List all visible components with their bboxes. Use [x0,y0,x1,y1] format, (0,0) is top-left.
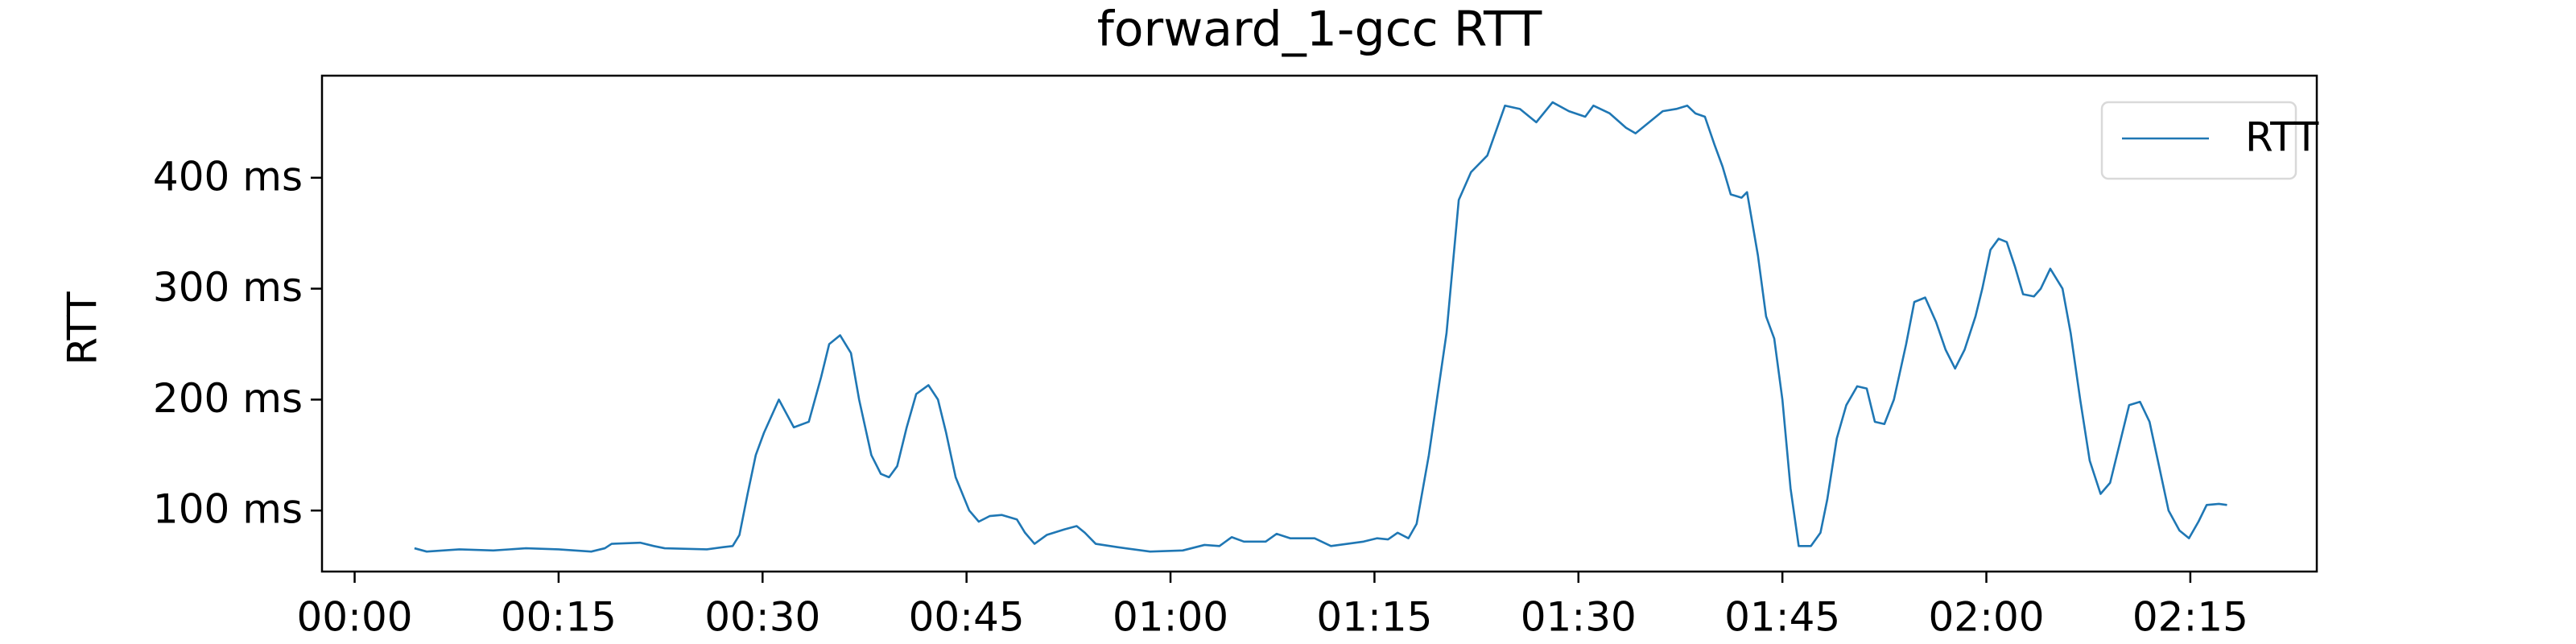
y-tick-label: 300 ms [153,264,303,311]
data-line [414,101,2227,553]
x-tick-label: 01:00 [1113,594,1228,641]
x-tick-label: 01:30 [1521,594,1637,641]
y-tick-label: 100 ms [153,486,303,533]
chart-title: forward_1-gcc RTT [1097,2,1542,58]
x-tick-label: 01:15 [1316,594,1432,641]
y-tick-label: 400 ms [153,153,303,200]
x-tick-label: 00:45 [909,594,1025,641]
y-axis-label: RTT [60,291,106,365]
x-tick-label: 00:30 [704,594,820,641]
x-tick-label: 00:15 [501,594,617,641]
x-tick-label: 00:00 [296,594,412,641]
legend-box [2100,101,2297,180]
x-tick-label: 02:15 [2132,594,2248,641]
legend-label: RTT [2245,114,2319,161]
y-tick-label: 200 ms [153,375,303,422]
x-tick-label: 02:00 [1928,594,2044,641]
x-tick-label: 01:45 [1724,594,1840,641]
axes-frame [320,74,2318,573]
